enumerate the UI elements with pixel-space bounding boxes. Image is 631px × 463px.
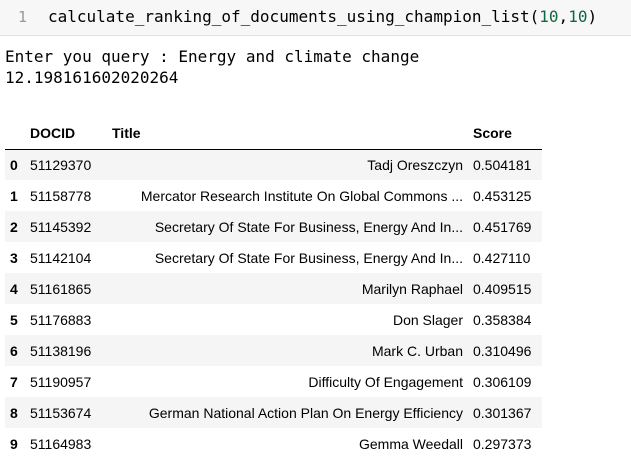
row-index: 0: [10, 156, 18, 173]
row-index: 2: [10, 218, 18, 235]
title-cell: Gemma Weedall: [358, 435, 463, 452]
score-cell: 0.297373: [473, 435, 532, 452]
score-header: Score: [468, 117, 542, 150]
title-cell: Difficulty Of Engagement: [308, 373, 463, 390]
results-dataframe: DOCID Title Score 0 51129370 Tadj Oreszczy…: [5, 117, 542, 459]
score-cell: 0.358384: [473, 311, 532, 328]
row-index: 4: [10, 280, 18, 297]
row-index: 6: [10, 342, 18, 359]
title-cell: Tadj Oreszczyn: [367, 156, 463, 173]
docid-cell: 51161865: [30, 280, 92, 297]
row-index: 9: [10, 435, 18, 452]
row-index: 8: [10, 404, 18, 421]
score-cell: 0.301367: [473, 404, 532, 421]
table-row: 4 51161865 Marilyn Raphael 0.409515: [5, 273, 542, 304]
title-cell: Don Slager: [392, 311, 463, 328]
docid-cell: 51129370: [30, 156, 92, 173]
score-cell: 0.310496: [473, 342, 532, 359]
arg-2: 10: [568, 7, 588, 26]
table-row: 0 51129370 Tadj Oreszczyn 0.504181: [5, 149, 542, 180]
score-cell: 0.453125: [473, 187, 532, 204]
table-row: 9 51164983 Gemma Weedall 0.297373: [5, 428, 542, 459]
table-row: 7 51190957 Difficulty Of Engagement 0.30610…: [5, 366, 542, 397]
elapsed-time-value: 12.198161602020264: [5, 68, 179, 87]
code-cell[interactable]: 1 calculate_ranking_of_documents_using_c…: [0, 0, 631, 36]
title-cell: Mark C. Urban: [371, 342, 463, 359]
score-cell: 0.427110: [473, 249, 531, 266]
title-cell: German National Action Plan On Energy Ef…: [148, 404, 463, 421]
table-row: 3 51142104 Secretary Of State For Business…: [5, 242, 542, 273]
line-number: 1: [18, 8, 28, 26]
title-cell: Marilyn Raphael: [361, 280, 463, 297]
table-row: 8 51153674 German National Action Plan On …: [5, 397, 542, 428]
docid-cell: 51142104: [30, 249, 92, 266]
cell-output: Enter you query : Energy and climate cha…: [5, 46, 419, 88]
row-index: 5: [10, 311, 18, 328]
docid-cell: 51176883: [30, 311, 92, 328]
function-call: calculate_ranking_of_documents_using_cha…: [48, 7, 530, 26]
row-index: 1: [10, 187, 18, 204]
docid-header: DOCID: [25, 117, 107, 150]
docid-cell: 51164983: [30, 435, 92, 452]
docid-cell: 51153674: [30, 404, 92, 421]
table-row: 1 51158778 Mercator Research Institute On …: [5, 180, 542, 211]
docid-cell: 51138196: [30, 342, 92, 359]
row-index: 3: [10, 249, 18, 266]
table-row: 6 51138196 Mark C. Urban 0.310496: [5, 335, 542, 366]
score-cell: 0.409515: [473, 280, 532, 297]
row-index: 7: [10, 373, 18, 390]
score-cell: 0.451769: [473, 218, 532, 235]
docid-cell: 51190957: [30, 373, 92, 390]
query-prompt-line: Enter you query : Energy and climate cha…: [5, 47, 420, 66]
table-row: 2 51145392 Secretary Of State For Business…: [5, 211, 542, 242]
code-input[interactable]: calculate_ranking_of_documents_using_cha…: [48, 7, 598, 26]
title-cell: Secretary Of State For Business, Energy …: [154, 249, 463, 266]
title-cell: Mercator Research Institute On Global Co…: [140, 187, 463, 204]
index-header: [5, 117, 25, 150]
title-header: Title: [107, 117, 468, 150]
table-header-row: DOCID Title Score: [5, 117, 542, 150]
title-cell: Secretary Of State For Business, Energy …: [154, 218, 463, 235]
docid-cell: 51145392: [30, 218, 92, 235]
arg-1: 10: [539, 7, 559, 26]
score-cell: 0.504181: [473, 156, 532, 173]
table-row: 5 51176883 Don Slager 0.358384: [5, 304, 542, 335]
score-cell: 0.306109: [473, 373, 532, 390]
docid-cell: 51158778: [30, 187, 92, 204]
